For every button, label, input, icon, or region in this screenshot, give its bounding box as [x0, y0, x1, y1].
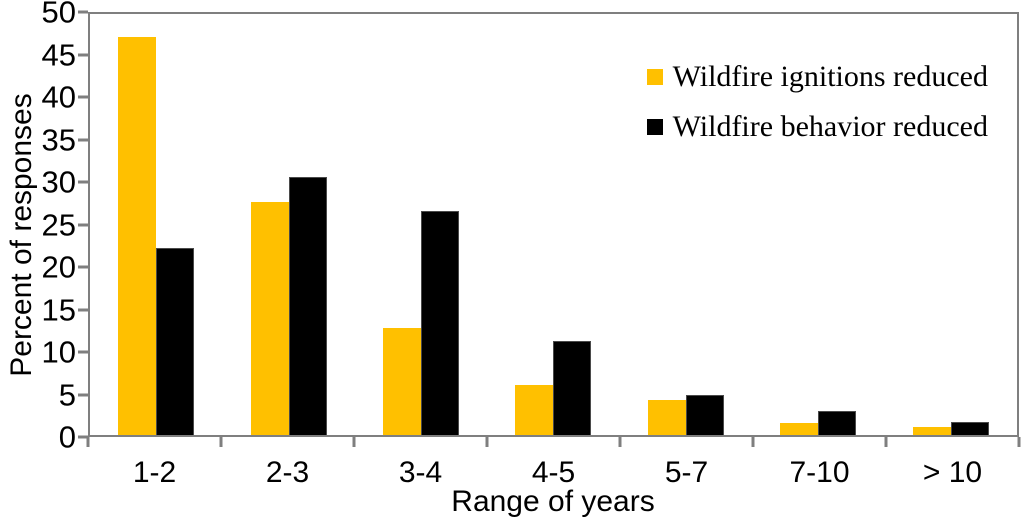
- x-tick-label-7-10: 7-10: [789, 456, 850, 489]
- bar-ignitions-5-7: [647, 400, 686, 435]
- bar-ignitions-3-4: [383, 328, 422, 435]
- bar-behavior-7-10: [818, 410, 857, 435]
- x-tick-mark: [86, 437, 90, 447]
- x-tick-mark: [352, 437, 356, 447]
- legend-label-behavior: Wildfire behavior reduced: [672, 110, 988, 143]
- bar-ignitions-2-3: [250, 201, 289, 435]
- y-tick-mark: [78, 350, 88, 354]
- x-tick-mark: [219, 437, 223, 447]
- bar-group-7-10: [752, 14, 884, 435]
- bar-ignitions-> 10: [912, 426, 951, 435]
- y-tick-label: 35: [41, 122, 76, 157]
- bar-group-2-3: [222, 14, 354, 435]
- legend: Wildfire ignitions reduced Wildfire beha…: [646, 60, 988, 144]
- y-tick-mark: [78, 223, 88, 226]
- bar-ignitions-7-10: [780, 423, 819, 435]
- bar-behavior-5-7: [685, 394, 724, 435]
- bar-behavior-1-2: [156, 248, 195, 435]
- bar-behavior-3-4: [421, 211, 460, 435]
- y-tick-label: 25: [41, 207, 76, 242]
- x-tick-label-2-3: 2-3: [265, 456, 310, 489]
- x-axis-title: Range of years: [451, 485, 655, 518]
- y-tick-mark: [78, 138, 88, 141]
- x-tick-mark: [751, 437, 755, 447]
- x-tick-label-3-4: 3-4: [398, 456, 443, 489]
- y-tick-label: 45: [41, 37, 76, 72]
- x-tick-mark: [884, 437, 888, 447]
- y-tick-label: 50: [41, 0, 76, 30]
- x-tick-mark: [1017, 437, 1021, 447]
- y-tick-mark: [78, 435, 88, 439]
- y-tick-label: 40: [41, 79, 76, 115]
- bar-group-5-7: [620, 14, 752, 435]
- bar-group-3-4: [355, 14, 487, 435]
- legend-swatch-orange-icon: [646, 69, 663, 85]
- bar-group-> 10: [885, 14, 1017, 435]
- y-tick-mark: [78, 265, 88, 269]
- y-tick-mark: [78, 393, 88, 396]
- bar-behavior-2-3: [288, 176, 327, 435]
- bar-group-4-5: [487, 14, 619, 435]
- y-tick-label: 30: [41, 164, 76, 200]
- bar-behavior-4-5: [553, 340, 592, 435]
- x-tick-label-> 10: > 10: [922, 456, 983, 489]
- legend-label-ignitions: Wildfire ignitions reduced: [672, 60, 988, 93]
- y-tick-label: 15: [41, 292, 76, 327]
- x-tick-mark: [485, 437, 489, 447]
- legend-item-behavior: Wildfire behavior reduced: [646, 110, 988, 144]
- y-tick-mark: [78, 95, 88, 99]
- x-tick-label-5-7: 5-7: [664, 456, 709, 489]
- y-tick-mark: [78, 10, 88, 14]
- x-tick-mark: [618, 437, 622, 447]
- y-tick-mark: [78, 180, 88, 184]
- x-tick-label-4-5: 4-5: [531, 456, 576, 489]
- y-tick-label: 10: [41, 334, 76, 370]
- plot-area: [88, 12, 1019, 437]
- y-tick-mark: [78, 308, 88, 311]
- y-tick-label: 20: [41, 249, 76, 285]
- legend-swatch-black-icon: [646, 119, 663, 135]
- x-tick-label-1-2: 1-2: [132, 456, 177, 489]
- bar-ignitions-4-5: [515, 385, 554, 435]
- legend-item-ignitions: Wildfire ignitions reduced: [646, 60, 988, 94]
- y-tick-label: 0: [58, 419, 76, 455]
- y-tick-label: 5: [58, 377, 76, 412]
- bar-behavior-> 10: [950, 421, 989, 435]
- bar-ignitions-1-2: [118, 36, 157, 435]
- bar-group-1-2: [90, 14, 222, 435]
- y-tick-mark: [78, 53, 88, 56]
